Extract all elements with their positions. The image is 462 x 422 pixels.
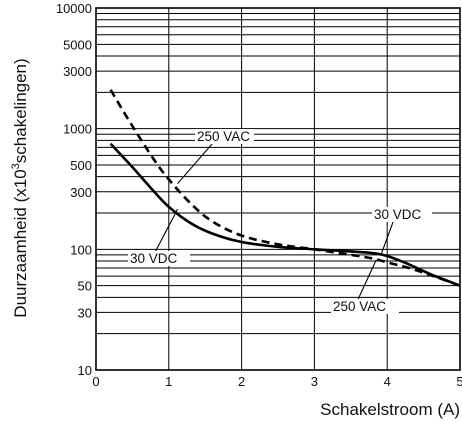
annotation-label: 250 VAC [333,299,386,314]
series-line-dashed [109,89,461,287]
x-tick-label: 1 [165,374,172,389]
y-tick-label: 10 [78,363,92,378]
annotation: 30 VDC [128,208,190,266]
grid [96,8,460,370]
annotation-label-bg [372,207,432,222]
x-tick-label: 4 [384,374,391,389]
annotation-label-bg [128,251,190,266]
annotation-leader-line [354,259,377,307]
x-tick-label: 0 [92,374,99,389]
annotation-label: 30 VDC [130,251,178,266]
annotation-group: 250 VAC 30 VDC 30 VDC 250 VAC [128,129,432,314]
y-tick-label: 300 [70,185,92,200]
y-tick-label: 50 [78,279,92,294]
y-tick-label: 100 [70,242,92,257]
y-tick-label: 10000 [56,1,92,16]
y-tick-label: 5000 [63,37,92,52]
annotation-leader-line [151,208,179,259]
x-axis-title: Schakelstroom (A) [320,400,460,419]
y-axis-title: Duurzaamheid (x103schakelingen) [10,58,30,317]
tick-labels: 10 30 50 100 300 500 1000 3000 5000 10000 0 1 2 3 4 5 [56,1,462,389]
annotation-label: 30 VDC [374,207,422,222]
annotation-label-bg [195,129,254,144]
annotation-label-bg [331,299,399,314]
x-tick-label: 3 [311,374,318,389]
y-tick-label: 1000 [63,122,92,137]
annotation: 30 VDC [372,207,432,254]
x-tick-label: 2 [238,374,245,389]
x-tick-label: 5 [456,374,462,389]
annotation: 250 VAC [177,129,254,185]
series-line-solid [109,142,461,287]
annotation-label: 250 VAC [197,129,250,144]
plot-frame [95,7,461,371]
y-tick-label: 500 [70,158,92,173]
series-group [109,89,461,287]
annotation: 250 VAC [331,259,399,314]
y-tick-label: 3000 [63,64,92,79]
y-tick-label: 30 [78,305,92,320]
